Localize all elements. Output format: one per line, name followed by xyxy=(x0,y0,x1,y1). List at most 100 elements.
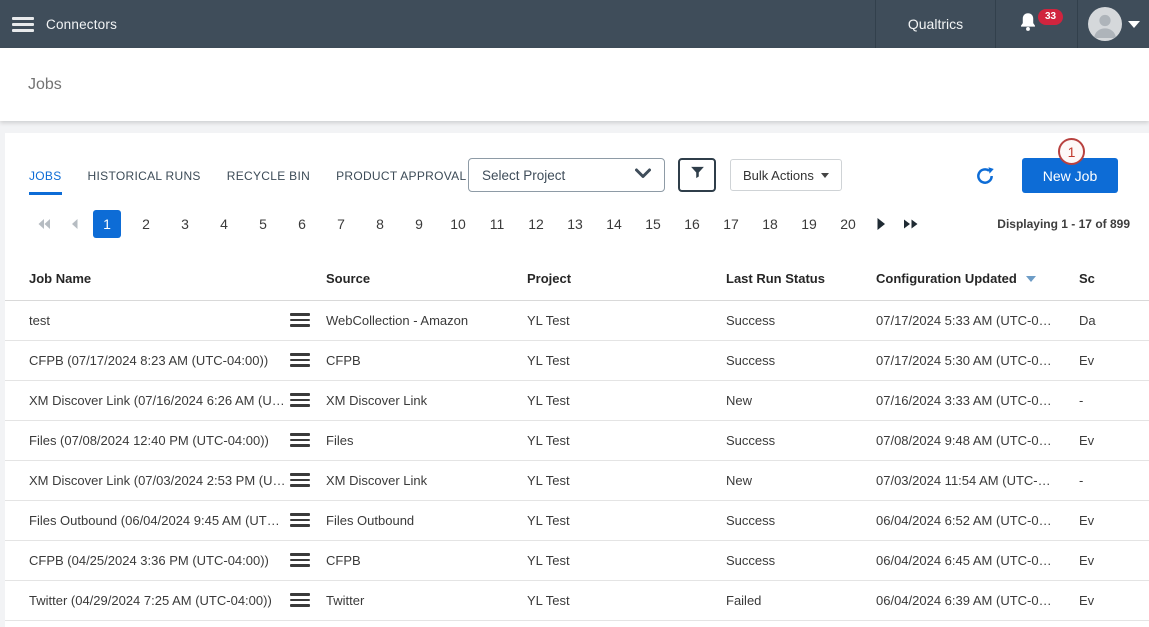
pagination-page-10[interactable]: 10 xyxy=(450,216,466,232)
bell-icon xyxy=(1017,10,1039,39)
pagination-page-6[interactable]: 6 xyxy=(298,216,306,232)
pagination-page-17[interactable]: 17 xyxy=(723,216,739,232)
pagination-page-13[interactable]: 13 xyxy=(567,216,583,232)
account-caret-down-icon xyxy=(1127,20,1140,28)
pagination-page-5[interactable]: 5 xyxy=(259,216,267,232)
job-name[interactable]: CFPB (04/25/2024 3:36 PM (UTC-04:00)) xyxy=(29,552,269,568)
column-header-configuration-updated[interactable]: Configuration Updated xyxy=(876,258,1079,301)
job-project: YL Test xyxy=(527,300,726,341)
pagination-page-12[interactable]: 12 xyxy=(528,216,544,232)
job-name[interactable]: XM Discover Link (07/16/2024 6:26 AM (U… xyxy=(29,392,285,408)
pagination-page-9[interactable]: 9 xyxy=(415,216,423,232)
job-source: CFPB xyxy=(326,340,527,381)
job-name[interactable]: CFPB (07/17/2024 8:23 AM (UTC-04:00)) xyxy=(29,352,269,368)
tab-jobs[interactable]: JOBS xyxy=(29,169,62,195)
job-schedule: Ev xyxy=(1079,540,1149,581)
column-header-schedule[interactable]: Sc xyxy=(1079,258,1149,301)
job-updated: 07/17/2024 5:30 AM (UTC-0… xyxy=(876,340,1079,381)
row-menu-icon[interactable] xyxy=(290,313,310,327)
pagination-page-2[interactable]: 2 xyxy=(142,216,150,232)
job-project: YL Test xyxy=(527,420,726,461)
row-menu-icon[interactable] xyxy=(290,353,310,367)
job-source: Twitter xyxy=(326,580,527,621)
job-project: YL Test xyxy=(527,460,726,501)
job-updated: 06/04/2024 6:45 AM (UTC-0… xyxy=(876,540,1079,581)
row-menu-icon[interactable] xyxy=(290,513,310,527)
brand-menu[interactable]: Qualtrics xyxy=(875,0,995,48)
tab-product-approval[interactable]: PRODUCT APPROVAL xyxy=(336,169,467,183)
table-header-row: Job Name Source Project Last Run Status … xyxy=(5,258,1149,301)
job-source: XM Discover Link xyxy=(326,460,527,501)
pagination-last-button[interactable] xyxy=(896,210,926,238)
sort-desc-icon[interactable] xyxy=(1025,275,1036,282)
pagination-page-18[interactable]: 18 xyxy=(762,216,778,232)
job-updated: 06/04/2024 6:39 AM (UTC-0… xyxy=(876,580,1079,621)
avatar xyxy=(1087,7,1122,41)
job-name[interactable]: Files (07/08/2024 12:40 PM (UTC-04:00)) xyxy=(29,432,269,448)
pagination-page-15[interactable]: 15 xyxy=(645,216,661,232)
pagination-page-1[interactable]: 1 xyxy=(93,210,121,238)
column-header-project[interactable]: Project xyxy=(527,258,726,301)
filter-button[interactable] xyxy=(678,158,716,192)
tab-recycle-bin[interactable]: RECYCLE BIN xyxy=(226,169,311,183)
job-updated: 07/16/2024 3:33 AM (UTC-0… xyxy=(876,380,1079,421)
job-status: Failed xyxy=(726,580,876,621)
column-header-last-run-status[interactable]: Last Run Status xyxy=(726,258,876,301)
job-schedule: Ev xyxy=(1079,420,1149,461)
notification-count-badge: 33 xyxy=(1038,9,1064,25)
pagination-prev-button[interactable] xyxy=(59,210,89,238)
pagination-page-16[interactable]: 16 xyxy=(684,216,700,232)
table-row: test WebCollection - Amazon YL Test Success… xyxy=(5,300,1149,341)
pagination-page-20[interactable]: 20 xyxy=(840,216,856,232)
row-menu-icon[interactable] xyxy=(290,593,310,607)
job-status: Success xyxy=(726,300,876,341)
job-name[interactable]: Twitter (04/29/2024 7:25 AM (UTC-04:00)) xyxy=(29,592,272,608)
row-menu-icon[interactable] xyxy=(290,553,310,567)
job-source: Files xyxy=(326,420,527,461)
row-menu-icon[interactable] xyxy=(290,393,310,407)
pagination-page-3[interactable]: 3 xyxy=(181,216,189,232)
job-name[interactable]: Files Outbound (06/04/2024 9:45 AM (UT… xyxy=(29,512,280,528)
table-row: Twitter (04/29/2024 7:25 AM (UTC-04:00))… xyxy=(5,580,1149,621)
row-menu-icon[interactable] xyxy=(290,473,310,487)
job-project: YL Test xyxy=(527,540,726,581)
content-card: JOBS HISTORICAL RUNS RECYCLE BIN PRODUCT… xyxy=(5,133,1149,627)
job-updated: 07/17/2024 5:33 AM (UTC-0… xyxy=(876,300,1079,341)
pagination-page-7[interactable]: 7 xyxy=(337,216,345,232)
notifications-button[interactable]: 33 xyxy=(995,0,1077,48)
job-updated: 07/03/2024 11:54 AM (UTC-… xyxy=(876,460,1079,501)
job-project: YL Test xyxy=(527,500,726,541)
row-menu-icon[interactable] xyxy=(290,433,310,447)
pagination-first-button[interactable] xyxy=(29,210,59,238)
job-updated: 07/08/2024 9:48 AM (UTC-0… xyxy=(876,420,1079,461)
column-header-job-name[interactable]: Job Name xyxy=(5,258,326,301)
hamburger-menu-icon[interactable] xyxy=(0,0,46,48)
pagination-next-button[interactable] xyxy=(866,210,896,238)
job-source: WebCollection - Amazon xyxy=(326,300,527,341)
job-name[interactable]: XM Discover Link (07/03/2024 2:53 PM (U… xyxy=(29,472,286,488)
bulk-actions-label: Bulk Actions xyxy=(743,167,814,183)
chevron-down-icon xyxy=(635,166,651,184)
pagination-page-11[interactable]: 11 xyxy=(489,216,505,232)
pagination-page-4[interactable]: 4 xyxy=(220,216,228,232)
job-source: XM Discover Link xyxy=(326,380,527,421)
job-project: YL Test xyxy=(527,580,726,621)
tab-historical-runs[interactable]: HISTORICAL RUNS xyxy=(87,169,201,183)
pagination-summary: Displaying 1 - 17 of 899 xyxy=(997,217,1130,231)
column-header-configuration-updated-label: Configuration Updated xyxy=(876,271,1017,287)
refresh-button[interactable] xyxy=(975,166,995,186)
table-row: CFPB (07/17/2024 8:23 AM (UTC-04:00)) CFP… xyxy=(5,340,1149,381)
bulk-actions-button[interactable]: Bulk Actions xyxy=(730,159,842,191)
column-header-source[interactable]: Source xyxy=(326,258,527,301)
project-select[interactable]: Select Project xyxy=(468,158,665,192)
jobs-table: Job Name Source Project Last Run Status … xyxy=(5,258,1149,621)
top-bar: Connectors Qualtrics 33 xyxy=(0,0,1149,48)
pagination-page-19[interactable]: 19 xyxy=(801,216,817,232)
job-status: Success xyxy=(726,420,876,461)
pagination-page-8[interactable]: 8 xyxy=(376,216,384,232)
job-schedule: - xyxy=(1079,460,1149,501)
account-menu[interactable] xyxy=(1077,0,1149,48)
pagination-page-14[interactable]: 14 xyxy=(606,216,622,232)
job-name[interactable]: test xyxy=(29,312,50,328)
job-status: New xyxy=(726,460,876,501)
